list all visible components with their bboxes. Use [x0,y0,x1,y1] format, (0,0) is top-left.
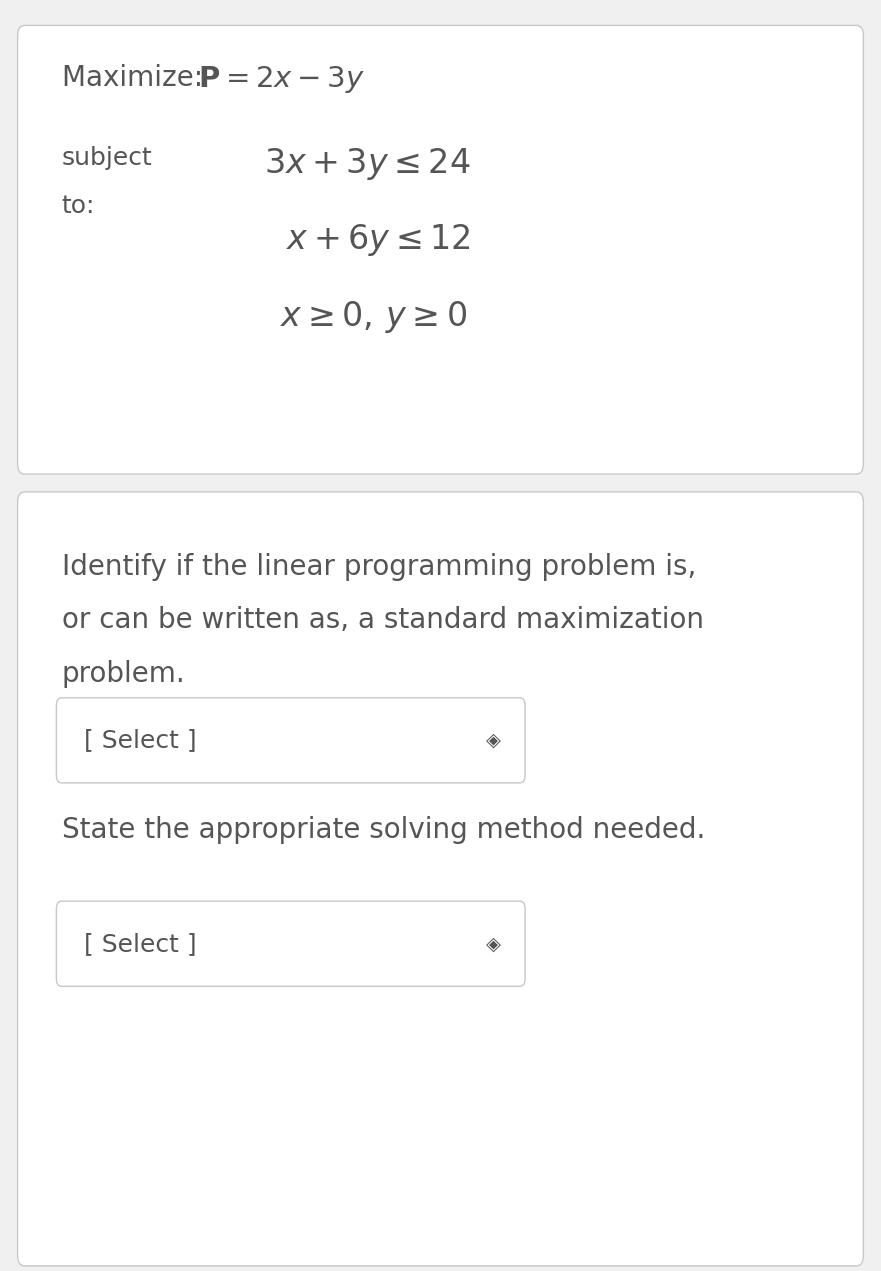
Text: Identify if the linear programming problem is,: Identify if the linear programming probl… [62,553,696,581]
Text: State the appropriate solving method needed.: State the appropriate solving method nee… [62,816,705,844]
Text: to:: to: [62,194,95,219]
Text: $x + 6y \leq 12$: $x + 6y \leq 12$ [286,222,471,258]
Text: or can be written as, a standard maximization: or can be written as, a standard maximiz… [62,606,704,634]
Text: ◈: ◈ [485,934,501,953]
Text: $x \geq 0, \, y \geq 0$: $x \geq 0, \, y \geq 0$ [280,299,467,334]
Text: [ Select ]: [ Select ] [84,932,196,956]
Text: subject: subject [62,146,152,170]
FancyBboxPatch shape [56,901,525,986]
FancyBboxPatch shape [56,698,525,783]
FancyBboxPatch shape [18,25,863,474]
Text: problem.: problem. [62,660,185,688]
Text: $\mathbf{P} = 2x - 3y$: $\mathbf{P} = 2x - 3y$ [198,64,365,94]
Text: [ Select ]: [ Select ] [84,728,196,752]
Text: $3x + 3y \leq 24$: $3x + 3y \leq 24$ [264,146,470,182]
Text: ◈: ◈ [485,731,501,750]
FancyBboxPatch shape [18,492,863,1266]
Text: Maximize:: Maximize: [62,64,211,92]
